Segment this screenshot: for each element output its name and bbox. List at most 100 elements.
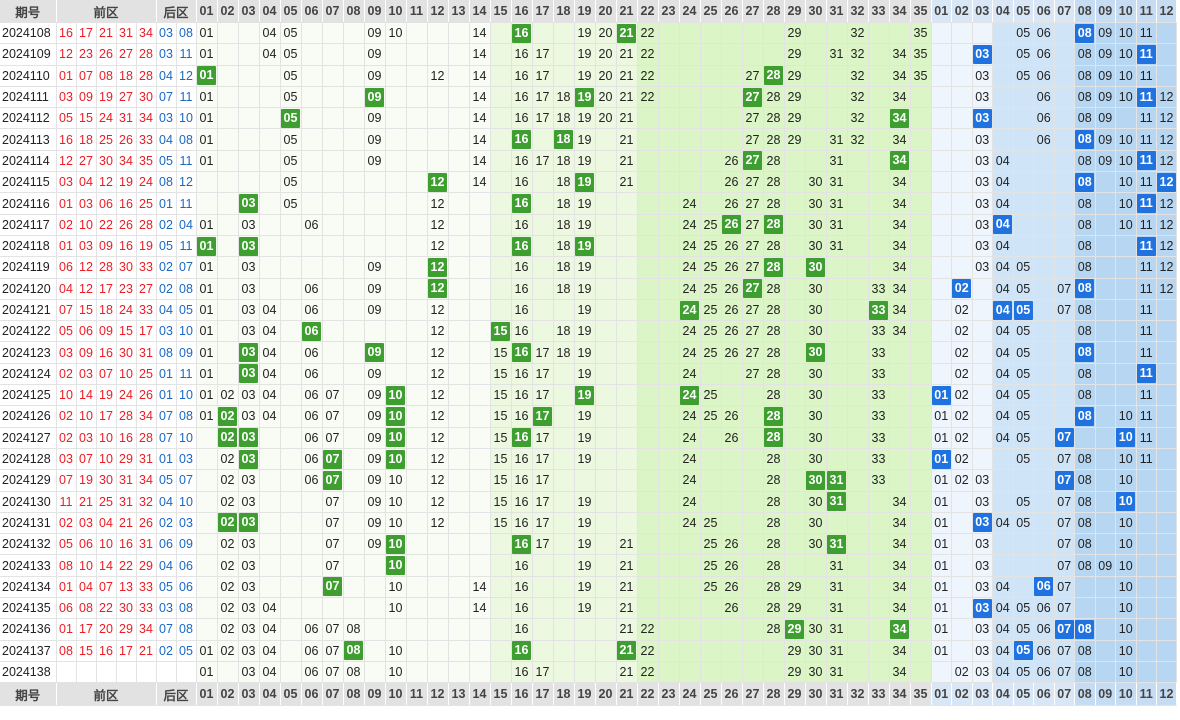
front-trend-cell: 24	[679, 469, 701, 492]
back-trend-cell	[1156, 618, 1177, 641]
back-trend-number: 03	[975, 90, 990, 105]
front-trend-cell: 19	[574, 341, 596, 364]
back-trend-cell	[1054, 43, 1075, 66]
front-trend-number: 18	[556, 90, 571, 105]
front-trend-cell: 18	[553, 278, 575, 300]
front-trend-number: 17	[535, 366, 550, 381]
front-trend-cell: 28	[763, 491, 785, 513]
front-trend-number: 20	[598, 26, 613, 41]
front-trend-cell: 05	[280, 43, 302, 66]
front-trend-number: 26	[724, 281, 739, 296]
back-ball: 07	[176, 256, 197, 279]
back-trend-cell	[1156, 65, 1177, 87]
back-trend-cell: 10	[1115, 661, 1137, 684]
front-trend-number: 29	[787, 601, 802, 616]
back-col-header: 03	[972, 0, 993, 23]
back-trend-cell	[1095, 235, 1116, 258]
front-trend-cell	[742, 512, 764, 535]
front-trend-cell	[259, 576, 281, 599]
front-trend-cell: 14	[469, 576, 491, 599]
front-trend-cell	[784, 363, 806, 386]
back-trend-cell	[1054, 192, 1075, 215]
front-trend-cell: 16	[511, 65, 533, 87]
back-trend-cell: 08	[1074, 65, 1096, 87]
front-trend-number: 28	[766, 601, 781, 616]
front-hit-marker: 24	[680, 385, 699, 405]
front-trend-cell	[343, 107, 365, 130]
front-trend-number: 14	[472, 175, 487, 190]
front-trend-number: 12	[430, 324, 445, 339]
front-trend-cell	[448, 363, 470, 386]
front-trend-cell	[217, 299, 239, 322]
back-hit-marker: 11	[1136, 44, 1156, 64]
back-trend-cell: 03	[972, 491, 993, 513]
front-ball: 12	[76, 256, 97, 279]
front-trend-number: 05	[283, 153, 298, 168]
front-hit-marker: 10	[386, 534, 405, 554]
back-trend-cell	[951, 491, 973, 513]
front-trend-number: 04	[262, 345, 277, 360]
front-trend-cell: 29	[784, 22, 806, 45]
front-trend-number: 10	[388, 515, 403, 530]
front-trend-number: 18	[556, 345, 571, 360]
front-trend-cell: 25	[700, 384, 722, 407]
back-trend-cell	[1095, 363, 1116, 386]
back-trend-cell: 05	[1013, 299, 1034, 322]
back-trend-cell: 08	[1074, 235, 1096, 258]
front-trend-cell	[469, 469, 491, 492]
front-trend-cell	[238, 150, 260, 173]
front-trend-cell: 17	[532, 363, 554, 386]
front-hit-marker: 05	[281, 108, 300, 128]
front-trend-cell: 31	[826, 235, 848, 258]
back-trend-cell: 07	[1054, 469, 1075, 492]
front-trend-cell: 31	[826, 640, 848, 662]
back-trend-cell: 03	[972, 533, 993, 556]
front-hit-marker: 34	[890, 151, 909, 171]
back-trend-cell: 11	[1136, 128, 1157, 151]
front-trend-number: 21	[619, 90, 634, 105]
front-ball: 12	[76, 278, 97, 300]
back-col-header: 09	[1095, 0, 1116, 23]
front-trend-number: 01	[199, 388, 214, 403]
front-ball: 22	[116, 554, 137, 577]
front-trend-cell: 15	[490, 469, 512, 492]
front-trend-cell: 02	[217, 448, 239, 471]
back-trend-cell	[992, 22, 1014, 45]
front-col-header: 22	[637, 682, 659, 707]
front-col-header: 07	[322, 682, 344, 707]
front-trend-cell	[763, 43, 785, 66]
front-trend-cell: 03	[238, 533, 260, 556]
front-trend-cell: 24	[679, 491, 701, 513]
front-ball: 22	[96, 214, 117, 236]
back-trend-cell: 02	[951, 363, 973, 386]
front-trend-number: 02	[220, 473, 235, 488]
front-trend-cell	[406, 107, 428, 130]
period-cell: 2024128	[0, 448, 57, 471]
front-trend-number: 06	[304, 281, 319, 296]
front-trend-number: 22	[640, 665, 655, 680]
front-trend-cell	[868, 554, 890, 577]
front-trend-cell	[196, 192, 218, 215]
front-trend-cell	[826, 107, 848, 130]
back-trend-cell	[1156, 405, 1177, 428]
back-trend-number: 10	[1118, 68, 1133, 83]
front-trend-cell: 26	[721, 533, 743, 556]
back-trend-cell: 11	[1136, 192, 1157, 215]
front-trend-number: 28	[766, 281, 781, 296]
front-trend-cell: 21	[616, 554, 638, 577]
front-trend-cell: 28	[763, 256, 785, 279]
front-trend-cell: 19	[574, 235, 596, 258]
front-hit-marker: 16	[512, 236, 531, 256]
front-trend-cell	[196, 597, 218, 620]
front-trend-cell	[196, 448, 218, 471]
back-trend-cell: 04	[992, 384, 1014, 407]
back-trend-cell	[1156, 533, 1177, 556]
front-hit-marker: 02	[218, 406, 237, 426]
back-trend-cell	[1156, 341, 1177, 364]
front-trend-cell	[406, 469, 428, 492]
front-col-header: 28	[763, 682, 785, 707]
front-trend-cell	[637, 469, 659, 492]
back-trend-cell	[992, 65, 1014, 87]
front-ball: 07	[76, 448, 97, 471]
front-trend-cell: 10	[385, 405, 407, 428]
